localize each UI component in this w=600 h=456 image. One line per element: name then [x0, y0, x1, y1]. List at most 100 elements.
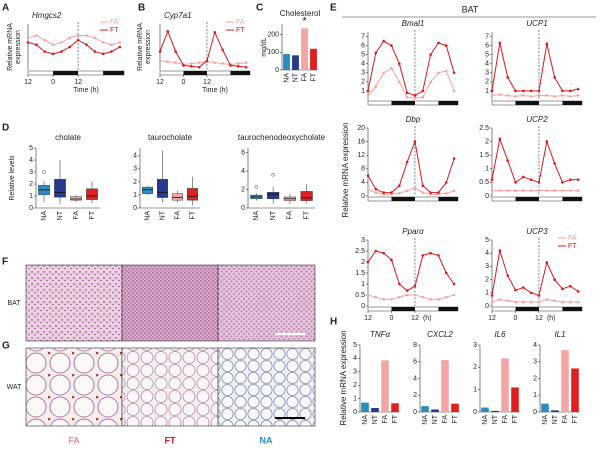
x-tick-label: NA [283, 73, 290, 83]
y-tick-label: 6 [241, 149, 245, 156]
x-tick-label: NT [552, 414, 559, 424]
dark-phase [391, 101, 415, 105]
data-point [514, 89, 517, 93]
x-tick-label: 12 [74, 79, 82, 86]
y-tick-label: 0 [485, 303, 489, 310]
data-point [561, 94, 564, 97]
data-point [374, 51, 378, 55]
data-point [43, 38, 46, 42]
x-tick-label: NA [422, 415, 429, 425]
y-tick-label: 4 [361, 61, 365, 68]
data-point [174, 50, 177, 53]
data-point [244, 65, 248, 69]
chart-title: taurocholate [148, 133, 193, 142]
data-point [452, 157, 456, 160]
box [172, 193, 183, 201]
data-point [522, 300, 525, 304]
x-tick-label: 12 [364, 315, 372, 322]
data-point [76, 38, 80, 42]
box [267, 192, 280, 200]
y-tick-label: 2 [413, 392, 417, 399]
data-point [421, 254, 425, 257]
data-point [213, 61, 217, 64]
bar [551, 410, 559, 412]
data-point [366, 187, 370, 191]
data-point [118, 45, 122, 49]
x-tick-label: NA [41, 211, 48, 221]
legend-label: FT [110, 27, 119, 34]
data-point [76, 34, 80, 37]
series-line [367, 250, 455, 292]
data-point [221, 62, 224, 65]
data-point [568, 89, 572, 93]
data-point [68, 45, 72, 49]
chart-title: taurochenodeoxycholate [238, 133, 326, 142]
y-tick-label: 1.5 [479, 152, 489, 159]
y-tick-label: 5 [485, 237, 489, 244]
x-tick-label: NT [492, 414, 499, 424]
data-point [244, 61, 248, 64]
image [217, 347, 316, 427]
y-tick-label: 3 [473, 342, 477, 349]
y-axis-label: Relative mRNA [137, 23, 144, 71]
legend-label: FA [110, 19, 119, 26]
panel-label: B [138, 3, 145, 14]
data-point [561, 89, 564, 93]
data-point [68, 36, 72, 40]
legend-label: FA [236, 19, 245, 26]
y-tick-label: 4 [533, 342, 537, 349]
chart-title: UCP1 [526, 19, 547, 28]
data-point [537, 94, 541, 97]
y-tick-label: 0 [241, 205, 245, 212]
series-line [27, 39, 121, 55]
data-point [398, 80, 401, 84]
data-point [166, 30, 170, 33]
y-tick-label: 0 [485, 193, 489, 200]
y-tick-label: 4 [353, 355, 357, 362]
panel-label: C [256, 3, 263, 14]
y-tick-label: 0 [473, 409, 477, 416]
data-point [452, 282, 456, 286]
data-point [452, 71, 456, 75]
series-line [367, 139, 455, 194]
y-tick-label: 0.5 [479, 179, 489, 186]
data-point [60, 50, 63, 53]
data-point [529, 95, 533, 98]
data-point [576, 300, 580, 304]
data-point [444, 44, 448, 47]
dark-phase [438, 307, 458, 311]
data-point [545, 42, 549, 46]
bar [301, 28, 308, 70]
data-point [429, 53, 432, 56]
data-point [405, 293, 409, 297]
y-tick-label: 5 [361, 52, 365, 59]
data-point [490, 89, 494, 93]
dark-phase [183, 71, 207, 75]
data-point [444, 69, 448, 73]
image [25, 347, 123, 427]
data-point [490, 300, 494, 304]
panel-label: G [2, 341, 10, 352]
data-point [190, 62, 193, 65]
chart-title: IL1 [554, 330, 565, 339]
data-point [522, 94, 525, 97]
data-point [413, 94, 417, 97]
data-point [43, 50, 46, 53]
y-tick-label: 4 [485, 61, 489, 68]
box [54, 178, 66, 198]
x-tick-label: 12 [24, 79, 32, 86]
data-point [197, 61, 201, 64]
data-point [529, 300, 533, 304]
x-tick-label: 12 [488, 315, 496, 322]
y-tick-label: 1 [473, 387, 477, 394]
dark-phase [391, 307, 415, 311]
y-axis-label: Relative mRNA [7, 23, 14, 71]
dark-phase [438, 197, 458, 201]
panel-label: A [2, 3, 9, 14]
dark-phase [53, 71, 79, 75]
outlier [42, 170, 46, 174]
data-point [437, 41, 440, 45]
data-point [444, 191, 448, 195]
data-point [110, 43, 113, 46]
